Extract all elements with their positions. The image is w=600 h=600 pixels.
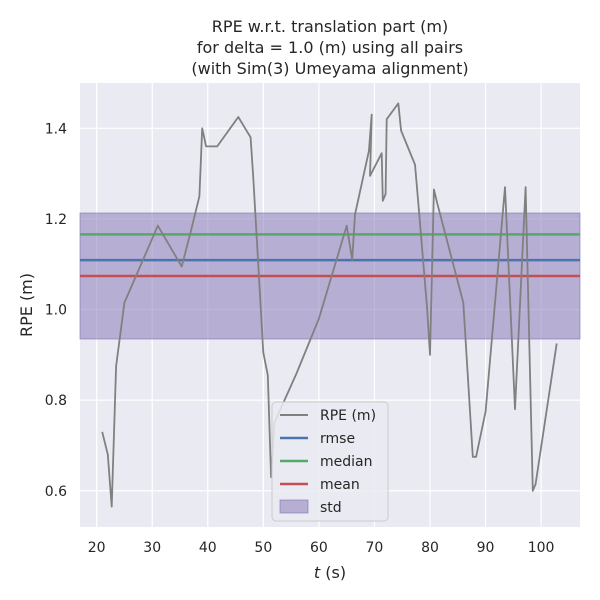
x-tick-label: 70 bbox=[366, 540, 384, 556]
x-tick-label: 50 bbox=[254, 540, 272, 556]
y-tick-labels: 0.6 0.8 1.0 1.2 1.4 bbox=[45, 121, 67, 499]
rpe-series-layer bbox=[101, 102, 558, 508]
legend: RPE (m) rmse median mean std bbox=[271, 401, 389, 522]
legend-box bbox=[271, 401, 389, 522]
y-tick-label: 1.2 bbox=[45, 212, 67, 228]
y-tick-label: 1.4 bbox=[45, 121, 67, 137]
chart-title-line-2: for delta = 1.0 (m) using all pairs bbox=[197, 38, 463, 57]
x-tick-label: 40 bbox=[199, 540, 217, 556]
legend-label-mean: mean bbox=[320, 477, 360, 493]
legend-label-std: std bbox=[320, 500, 342, 516]
x-tick-labels: 20 30 40 50 60 70 80 90 100 bbox=[88, 540, 555, 556]
chart-title-line-3: (with Sim(3) Umeyama alignment) bbox=[191, 59, 468, 78]
rpe-series-line bbox=[101, 102, 558, 508]
y-tick-label: 1.0 bbox=[45, 303, 67, 319]
x-tick-label: 100 bbox=[528, 540, 555, 556]
legend-swatch-std bbox=[279, 499, 309, 514]
chart-title-line-1: RPE w.r.t. translation part (m) bbox=[212, 17, 448, 36]
x-tick-label: 80 bbox=[421, 540, 439, 556]
legend-label-median: median bbox=[320, 454, 372, 470]
y-tick-label: 0.6 bbox=[45, 484, 67, 500]
x-tick-label: 90 bbox=[477, 540, 495, 556]
x-tick-label: 20 bbox=[88, 540, 106, 556]
x-axis-label: t (s) bbox=[314, 563, 346, 582]
x-tick-label: 60 bbox=[310, 540, 328, 556]
y-axis-label: RPE (m) bbox=[17, 273, 36, 337]
x-tick-label: 30 bbox=[143, 540, 161, 556]
legend-label-rpe: RPE (m) bbox=[320, 408, 376, 424]
legend-label-rmse: rmse bbox=[320, 431, 355, 447]
y-tick-label: 0.8 bbox=[45, 393, 67, 409]
